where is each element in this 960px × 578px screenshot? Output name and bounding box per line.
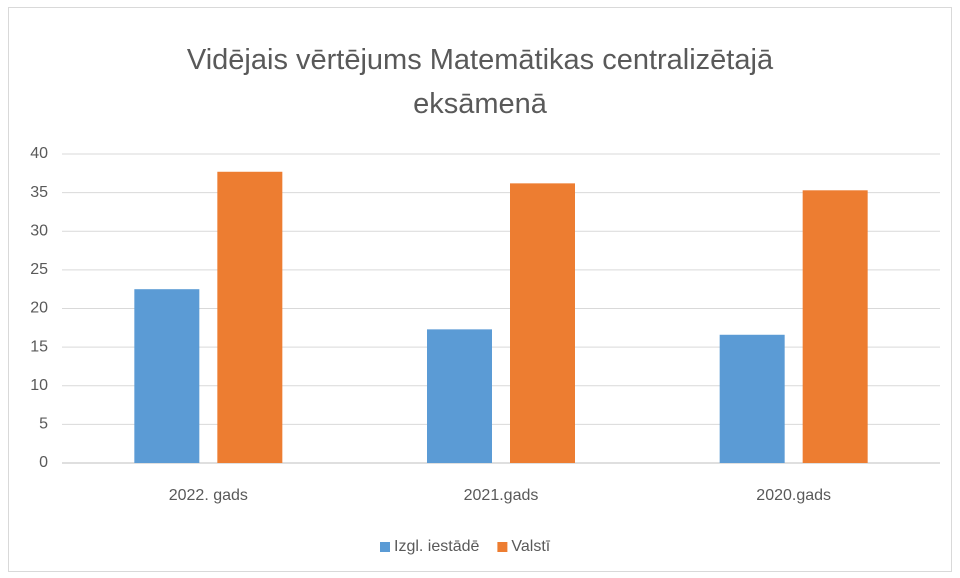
bar [802, 190, 868, 463]
y-tick-label: 20 [30, 300, 48, 317]
legend-swatch [380, 542, 390, 552]
x-tick-label: 2022. gads [169, 487, 248, 504]
bar [134, 289, 200, 463]
bar [719, 334, 785, 463]
y-tick-label: 40 [30, 145, 48, 162]
bar [510, 183, 575, 464]
x-tick-label: 2020.gads [756, 487, 831, 504]
y-tick-label: 0 [39, 454, 48, 471]
y-tick-label: 25 [30, 261, 48, 278]
legend-label: Izgl. iestādē [394, 538, 479, 555]
y-tick-label: 35 [30, 184, 48, 201]
y-tick-label: 30 [30, 222, 48, 239]
y-tick-label: 15 [30, 338, 48, 355]
x-tick-label: 2021.gads [464, 487, 539, 504]
bar [427, 329, 492, 463]
legend-label: Valstī [511, 538, 550, 555]
bar [217, 171, 283, 463]
chart-title: Vidējais vērtējums Matemātikas centraliz… [186, 44, 774, 120]
legend-swatch [497, 542, 508, 552]
y-tick-label: 10 [30, 377, 48, 394]
y-tick-label: 5 [39, 416, 48, 433]
